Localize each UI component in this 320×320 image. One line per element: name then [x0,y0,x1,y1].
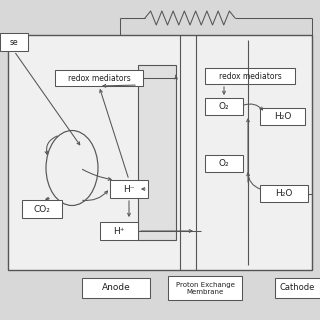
Text: redox mediators: redox mediators [68,74,130,83]
Text: H⁺: H⁺ [113,227,125,236]
Bar [0,33,28,51]
Text: H₂O: H₂O [275,189,293,198]
Text: O₂: O₂ [219,159,229,168]
Text: H₂O: H₂O [274,112,291,121]
Bar [8,35,312,270]
Text: redox mediators: redox mediators [219,71,281,81]
Text: H⁻: H⁻ [123,185,135,194]
Bar [205,98,243,115]
Bar [138,65,176,240]
Bar [55,70,143,86]
Bar [205,155,243,172]
Text: Anode: Anode [102,284,130,292]
Bar [260,108,305,125]
Text: se: se [10,37,18,46]
Bar [110,180,148,198]
Bar [82,278,150,298]
Bar [275,278,320,298]
Bar [260,185,308,202]
Text: O₂: O₂ [219,102,229,111]
Text: Proton Exchange
Membrane: Proton Exchange Membrane [176,282,235,294]
Text: CO₂: CO₂ [34,204,51,213]
Text: Cathode: Cathode [280,284,315,292]
Bar [22,200,62,218]
Bar [168,276,242,300]
Bar [100,222,138,240]
Bar [205,68,295,84]
